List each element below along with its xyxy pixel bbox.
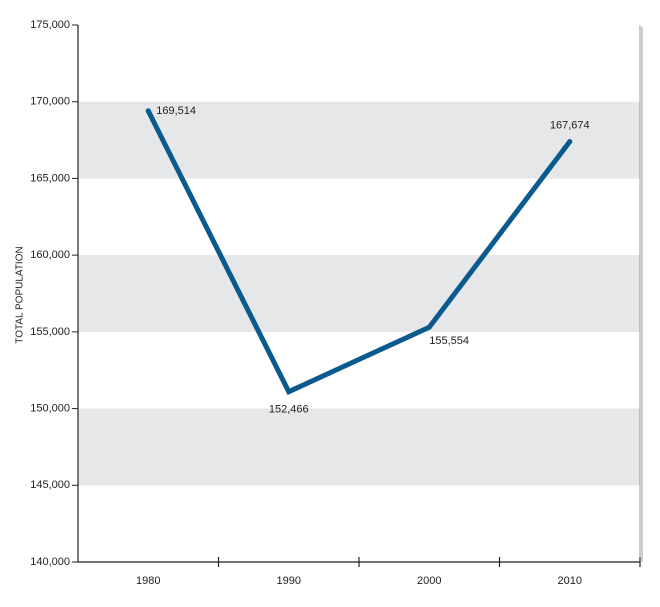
- y-axis: 140,000 145,000 150,000 155,000 160,000 165,0…: [30, 19, 78, 568]
- series-line: [145, 108, 573, 395]
- data-point: [286, 389, 292, 395]
- x-tick-label: 1990: [277, 575, 301, 587]
- data-label: 167,674: [550, 120, 590, 132]
- x-tick-label: 1980: [136, 575, 160, 587]
- y-axis-title: TOTAL POPULATION: [15, 246, 26, 343]
- y-tick-label: 170,000: [30, 96, 70, 108]
- grid-band: [78, 408, 640, 486]
- y-tick-label: 175,000: [30, 19, 70, 31]
- grid-band: [78, 255, 640, 332]
- y-tick-label: 145,000: [30, 479, 70, 491]
- data-point: [145, 108, 151, 114]
- data-point: [567, 139, 573, 145]
- grid-bands: [78, 101, 640, 486]
- data-labels: 169,514 152,466 155,554 167,674: [156, 105, 589, 416]
- data-label: 155,554: [429, 335, 469, 347]
- y-tick-label: 140,000: [30, 556, 70, 568]
- y-tick-label: 165,000: [30, 172, 70, 184]
- x-tick-label: 2010: [558, 575, 582, 587]
- x-axis: 1980 1990 2000 2010: [136, 557, 641, 587]
- data-label: 169,514: [156, 105, 196, 117]
- data-point: [426, 324, 432, 330]
- grid-band: [78, 101, 640, 179]
- y-tick-label: 155,000: [30, 326, 70, 338]
- data-label: 152,466: [269, 404, 309, 416]
- x-tick-label: 2000: [417, 575, 441, 587]
- plot-frame: [77, 25, 643, 563]
- series-layer: [145, 108, 573, 395]
- y-tick-label: 160,000: [30, 249, 70, 261]
- y-tick-label: 150,000: [30, 402, 70, 414]
